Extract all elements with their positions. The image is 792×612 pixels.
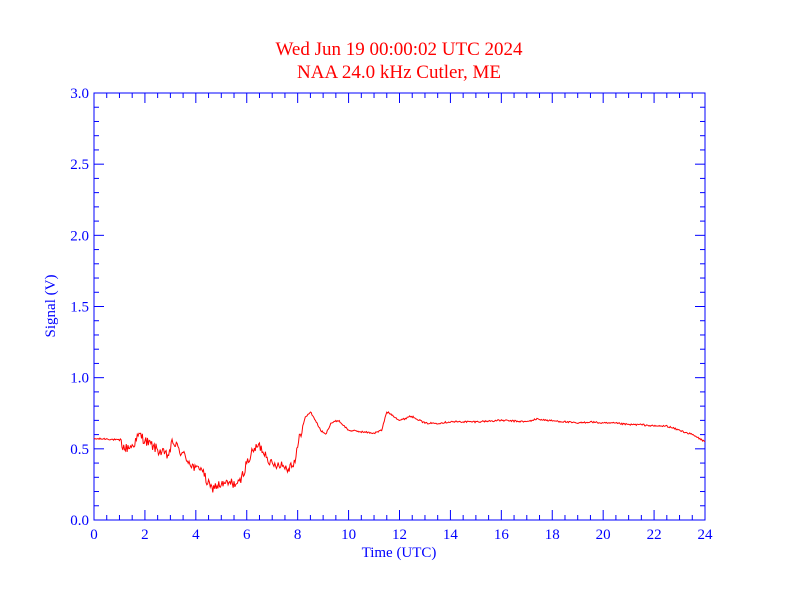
- y-tick-label: 0.5: [70, 442, 89, 458]
- x-tick-label: 12: [392, 527, 407, 543]
- y-tick-label: 2.0: [70, 228, 89, 244]
- x-tick-label: 6: [243, 527, 251, 543]
- chart-subtitle: NAA 24.0 kHz Cutler, ME: [297, 62, 501, 83]
- y-tick-label: 0.0: [70, 513, 89, 529]
- x-tick-label: 20: [596, 527, 611, 543]
- x-tick-label: 0: [90, 527, 98, 543]
- y-tick-label: 2.5: [70, 157, 89, 173]
- plot-area: 0 2 4 6 8 10 12 14 16 18 20 22 240.00.51.01.52.02.53…: [70, 86, 713, 543]
- y-tick-label: 1.0: [70, 371, 89, 387]
- signal-series-line: [93, 411, 706, 493]
- y-tick-label: 1.5: [70, 300, 89, 316]
- x-tick-label: 16: [494, 527, 510, 543]
- x-tick-label: 2: [141, 527, 149, 543]
- x-tick-label: 8: [294, 527, 302, 543]
- y-tick-label: 3.0: [70, 86, 89, 102]
- x-tick-label: 24: [698, 527, 714, 543]
- x-tick-label: 22: [647, 527, 662, 543]
- chart-title: Wed Jun 19 00:00:02 UTC 2024: [275, 39, 523, 60]
- x-tick-label: 14: [443, 527, 459, 543]
- x-tick-label: 4: [192, 527, 200, 543]
- x-tick-label: 10: [341, 527, 356, 543]
- y-axis-label: Signal (V): [43, 275, 59, 338]
- x-axis-label: Time (UTC): [362, 545, 437, 561]
- x-tick-label: 18: [545, 527, 560, 543]
